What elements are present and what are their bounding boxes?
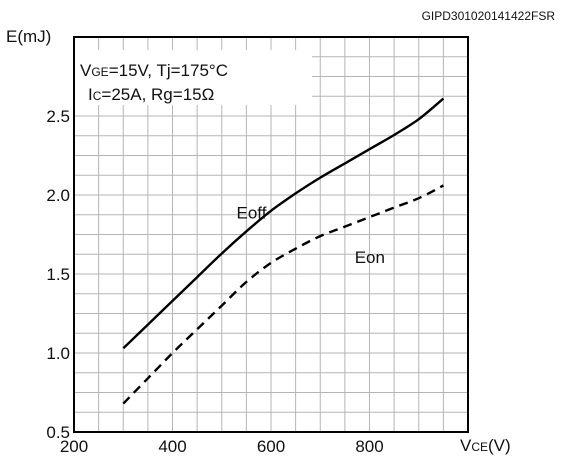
x-axis-label: VCE(V) [460,436,511,455]
conditions-line-1: VGE=15V, Tj=175°C [80,61,228,80]
x-tick-label: 800 [355,437,383,456]
figure-code: GIPD301020141422FSR [422,9,556,23]
y-tick-label: 2.5 [46,107,70,126]
y-tick-label: 1.0 [46,344,70,363]
x-tick-label: 200 [60,437,88,456]
curves [122,97,445,405]
conditions-line-2: IC=25A, Rg=15Ω [88,85,214,104]
y-tick-label: 2.0 [46,186,70,205]
series-line-eon [122,184,444,405]
y-tick-label: 0.5 [46,423,70,442]
series-label-eoff: Eoff [237,204,267,223]
y-axis-label: E(mJ) [6,27,51,46]
tick-labels: 200 400 600 800 0.5 1.0 1.5 2.0 2.5 [46,107,383,456]
plot-frame [73,36,469,433]
y-tick-label: 1.5 [46,265,70,284]
x-tick-label: 400 [158,437,186,456]
series-line-eoff [122,97,445,350]
x-tick-label: 600 [257,437,285,456]
series-label-eon: Eon [355,248,385,267]
conditions-box [74,50,312,105]
